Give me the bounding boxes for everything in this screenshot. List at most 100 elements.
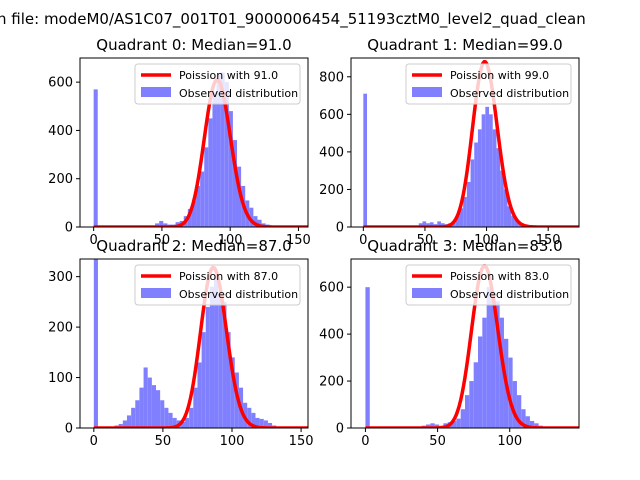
observed-bar bbox=[529, 420, 535, 428]
observed-bar bbox=[466, 181, 471, 227]
observed-bar bbox=[222, 301, 227, 428]
observed-bar bbox=[508, 357, 513, 428]
y-tick-label: 200 bbox=[319, 375, 344, 390]
observed-bar bbox=[455, 215, 460, 227]
y-tick-label: 800 bbox=[319, 70, 344, 85]
observed-bar bbox=[247, 407, 252, 428]
observed-bar bbox=[429, 222, 434, 227]
observed-bar bbox=[255, 417, 260, 428]
y-tick-label: 400 bbox=[319, 328, 344, 343]
observed-bar bbox=[143, 367, 148, 428]
observed-bar bbox=[93, 259, 98, 428]
observed-bar bbox=[209, 286, 215, 428]
observed-bar bbox=[452, 420, 457, 428]
observed-bar bbox=[212, 91, 217, 227]
observed-bar bbox=[426, 424, 431, 428]
observed-bar bbox=[218, 291, 223, 428]
x-tick-label: 100 bbox=[474, 233, 499, 248]
observed-bar bbox=[492, 129, 497, 227]
observed-bar bbox=[197, 362, 202, 428]
subplot-title: Quadrant 2: Median=87.0 bbox=[96, 237, 291, 255]
observed-bar bbox=[191, 200, 197, 227]
subplot-quadrant-0: 0 50 100 150 0 200 400 600 Poission with 91.0 Obs… bbox=[48, 36, 311, 248]
observed-bar bbox=[201, 332, 206, 428]
legend: Poission with 83.0 Observed distribution bbox=[405, 264, 572, 306]
observed-bar bbox=[485, 106, 490, 227]
x-tick-label: 50 bbox=[155, 434, 172, 449]
observed-bar bbox=[155, 223, 160, 227]
observed-bar bbox=[422, 221, 427, 227]
x-tick-label: 100 bbox=[220, 434, 245, 449]
observed-bar bbox=[220, 72, 225, 227]
observed-bar bbox=[500, 170, 504, 227]
observed-bar bbox=[482, 317, 487, 428]
plot-area bbox=[365, 264, 579, 428]
observed-bar bbox=[189, 407, 194, 428]
observed-bar bbox=[474, 142, 478, 227]
observed-bar bbox=[525, 416, 530, 428]
legend-label-poisson: Poission with 91.0 bbox=[179, 69, 278, 82]
observed-bar bbox=[196, 185, 201, 227]
observed-bar bbox=[365, 287, 370, 428]
legend-label-poisson: Poission with 83.0 bbox=[450, 270, 549, 283]
y-tick-label: 0 bbox=[65, 221, 73, 236]
observed-bar bbox=[180, 421, 186, 428]
observed-bar bbox=[489, 114, 493, 227]
observed-bar bbox=[496, 148, 501, 227]
legend: Poission with 91.0 Observed distribution bbox=[134, 63, 301, 105]
observed-bar bbox=[456, 418, 461, 428]
observed-bar bbox=[499, 317, 504, 428]
subplot-title: Quadrant 1: Median=99.0 bbox=[367, 36, 562, 54]
x-tick-label: 150 bbox=[286, 233, 311, 248]
x-tick-label: 150 bbox=[536, 233, 561, 248]
y-tick-label: 0 bbox=[336, 221, 344, 236]
y-tick-label: 600 bbox=[319, 108, 344, 123]
y-tick-label: 0 bbox=[336, 422, 344, 437]
axes-frame bbox=[350, 258, 580, 429]
y-tick-label: 200 bbox=[48, 321, 73, 336]
observed-bar bbox=[477, 336, 483, 428]
observed-bar bbox=[172, 417, 177, 428]
legend-box bbox=[405, 264, 572, 306]
observed-bar bbox=[534, 423, 539, 428]
observed-bar bbox=[477, 129, 482, 227]
observed-bar bbox=[160, 400, 165, 428]
legend: Poission with 99.0 Observed distribution bbox=[405, 63, 572, 105]
x-tick-label: 100 bbox=[497, 434, 522, 449]
observed-bar bbox=[469, 381, 474, 428]
subplot-quadrant-1: 0 50 100 150 0 200 400 600 800 Poission with 99.0… bbox=[319, 36, 580, 248]
observed-bar bbox=[514, 219, 519, 227]
observed-bar bbox=[249, 207, 254, 227]
observed-bar bbox=[418, 223, 423, 227]
observed-bar bbox=[503, 189, 508, 227]
legend: Poission with 87.0 Observed distribution bbox=[134, 264, 301, 306]
axes-frame bbox=[350, 57, 580, 228]
observed-bar bbox=[267, 422, 273, 428]
legend-swatch-observed bbox=[412, 87, 442, 97]
observed-bar bbox=[159, 220, 164, 227]
observed-bar bbox=[363, 93, 368, 227]
observed-bar bbox=[251, 412, 256, 428]
observed-bar bbox=[200, 171, 205, 227]
subplot-quadrant-3: 0 50 100 0 200 400 600 Poission with 83.0 Observ… bbox=[319, 237, 580, 449]
x-tick-label: 50 bbox=[417, 233, 434, 248]
observed-bar bbox=[481, 114, 486, 227]
observed-bar bbox=[437, 221, 441, 227]
observed-bar bbox=[205, 306, 210, 428]
x-tick-label: 150 bbox=[289, 434, 314, 449]
observed-bar bbox=[193, 387, 198, 428]
observed-bar bbox=[237, 166, 242, 227]
observed-bar bbox=[516, 395, 522, 428]
axes-frame bbox=[79, 57, 309, 228]
legend-label-poisson: Poission with 87.0 bbox=[179, 270, 278, 283]
y-tick-label: 400 bbox=[319, 145, 344, 160]
x-tick-label: 0 bbox=[90, 434, 98, 449]
observed-bar bbox=[459, 208, 464, 227]
figure-suptitle: n file: modeM0/AS1C07_001T01_9000006454_… bbox=[0, 10, 586, 29]
observed-bar bbox=[473, 362, 478, 428]
observed-bar bbox=[122, 420, 127, 428]
observed-bar bbox=[135, 400, 140, 428]
observed-bar bbox=[208, 118, 213, 227]
x-tick-label: 100 bbox=[218, 233, 243, 248]
